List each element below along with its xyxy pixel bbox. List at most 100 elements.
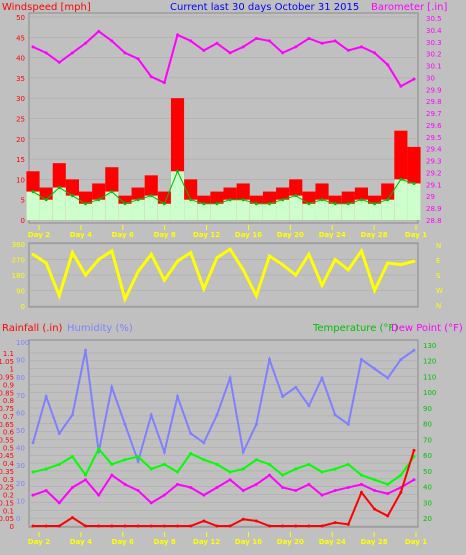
barometer-point xyxy=(228,51,232,55)
wind-direction-tick-label: 270 xyxy=(12,257,25,265)
temperature-point xyxy=(44,467,48,471)
rainfall-point xyxy=(241,517,245,521)
windspeed-average-fill-bar xyxy=(249,203,263,220)
temperature-point xyxy=(189,452,193,456)
temperature-point xyxy=(162,462,166,466)
dewpoint-point xyxy=(215,485,219,489)
barometer-line xyxy=(32,30,415,88)
dewpoint-point xyxy=(44,489,48,493)
windspeed-average-fill-bar xyxy=(118,203,132,220)
rainfall-tick-label: 1 xyxy=(10,366,14,374)
windspeed-average-fill-bar xyxy=(92,199,106,220)
windspeed-average-fill-bar xyxy=(394,179,408,220)
rainfall-line xyxy=(33,450,415,527)
barometer-point xyxy=(333,39,337,43)
barometer-point xyxy=(254,36,258,40)
windspeed-average-fill-bar xyxy=(210,203,224,220)
rainfall-tick-label: 1.05 xyxy=(0,358,14,366)
windspeed-average-point xyxy=(44,198,48,202)
windspeed-average-fill-bar xyxy=(315,199,329,220)
dewpoint-point xyxy=(386,492,390,496)
rainfall-point xyxy=(373,507,377,511)
barometer-axis-label: Barometer [.in] xyxy=(371,2,447,13)
barometer-tick-label: 28.8 xyxy=(426,217,442,225)
windspeed-average-point xyxy=(333,202,337,206)
humidity-point xyxy=(31,441,35,445)
wind-direction-point xyxy=(254,294,258,298)
rainfall-point xyxy=(31,524,35,528)
rainfall-tick-label: 0.65 xyxy=(0,421,14,429)
windspeed-tick-label: 35 xyxy=(16,75,25,83)
humidity-tick-label: 0 xyxy=(16,515,20,523)
temperature-tick-label: 130 xyxy=(423,342,436,350)
dewpoint-point xyxy=(307,482,311,486)
compass-tick-label: N xyxy=(436,302,441,310)
wind-direction-tick-label: 90 xyxy=(16,288,25,296)
temperature-point xyxy=(149,467,153,471)
humidity-tick-label: 100 xyxy=(16,339,29,347)
barometer-point xyxy=(70,51,74,55)
humidity-point xyxy=(307,404,311,408)
rainfall-tick-label: 0.95 xyxy=(0,374,14,382)
barometer-point xyxy=(267,39,271,43)
dewpoint-point xyxy=(254,482,258,486)
temperature-point xyxy=(267,462,271,466)
x-tick-label: Day 8 xyxy=(154,231,176,239)
rainfall-point xyxy=(149,524,153,528)
barometer-point xyxy=(162,81,166,85)
rainfall-point xyxy=(136,524,140,528)
temperature-tick-label: 20 xyxy=(423,515,432,523)
rainfall-tick-label: 0.2 xyxy=(3,492,14,500)
barometer-point xyxy=(202,48,206,52)
windspeed-average-point xyxy=(215,202,219,206)
wind-direction-point xyxy=(110,249,114,253)
dewpoint-point xyxy=(359,482,363,486)
rainfall-point xyxy=(189,524,193,528)
dewpoint-point xyxy=(202,493,206,497)
windspeed-average-fill-bar xyxy=(262,203,277,220)
windspeed-average-point xyxy=(373,202,377,206)
barometer-tick-label: 29 xyxy=(426,193,435,201)
dewpoint-point xyxy=(346,485,350,489)
dewpoint-line xyxy=(32,473,415,505)
rainfall-tick-label: 0.8 xyxy=(3,397,14,405)
windspeed-average-fill-bar xyxy=(184,199,198,220)
barometer-point xyxy=(110,39,114,43)
x-tick-label: Day 24 xyxy=(319,231,346,239)
windspeed-average-point xyxy=(254,202,258,206)
humidity-axis-label: Humidity (%) xyxy=(67,323,133,334)
rainfall-tick-label: 0.25 xyxy=(0,484,14,492)
windspeed-average-fill-bar xyxy=(26,191,40,220)
humidity-point xyxy=(84,348,88,352)
wind-direction-point xyxy=(241,268,245,272)
wind-direction-point xyxy=(346,268,350,272)
windspeed-average-point xyxy=(123,202,127,206)
rainfall-point xyxy=(44,524,48,528)
dewpoint-point xyxy=(70,485,74,489)
rainfall-tick-label: 1.1 xyxy=(3,350,14,358)
x-tick-label: Day 20 xyxy=(277,231,304,239)
windspeed-average-point xyxy=(281,198,285,202)
x-tick-label: Day 24 xyxy=(319,538,346,546)
rainfall-point xyxy=(359,490,363,494)
windspeed-average-fill-bar xyxy=(65,195,79,220)
dewpoint-point xyxy=(281,485,285,489)
x-tick-label: Day 16 xyxy=(235,231,262,239)
barometer-point xyxy=(31,45,35,49)
temperature-point xyxy=(97,447,101,451)
windspeed-average-fill-bar xyxy=(354,199,369,220)
wind-direction-tick-label: 360 xyxy=(12,241,25,249)
dewpoint-point xyxy=(373,489,377,493)
windspeed-average-point xyxy=(399,177,403,181)
humidity-tick-label: 60 xyxy=(16,409,25,417)
dewpoint-point xyxy=(110,473,114,477)
wind-direction-point xyxy=(359,249,363,253)
humidity-point xyxy=(359,358,363,361)
temperature-point xyxy=(359,473,363,477)
rainfall-point xyxy=(84,524,88,528)
compass-tick-label: W xyxy=(436,287,443,295)
chart-title: Current last 30 days October 31 2015 xyxy=(170,2,359,13)
windspeed-average-fill-bar xyxy=(381,199,395,220)
barometer-tick-label: 29.3 xyxy=(426,158,442,166)
